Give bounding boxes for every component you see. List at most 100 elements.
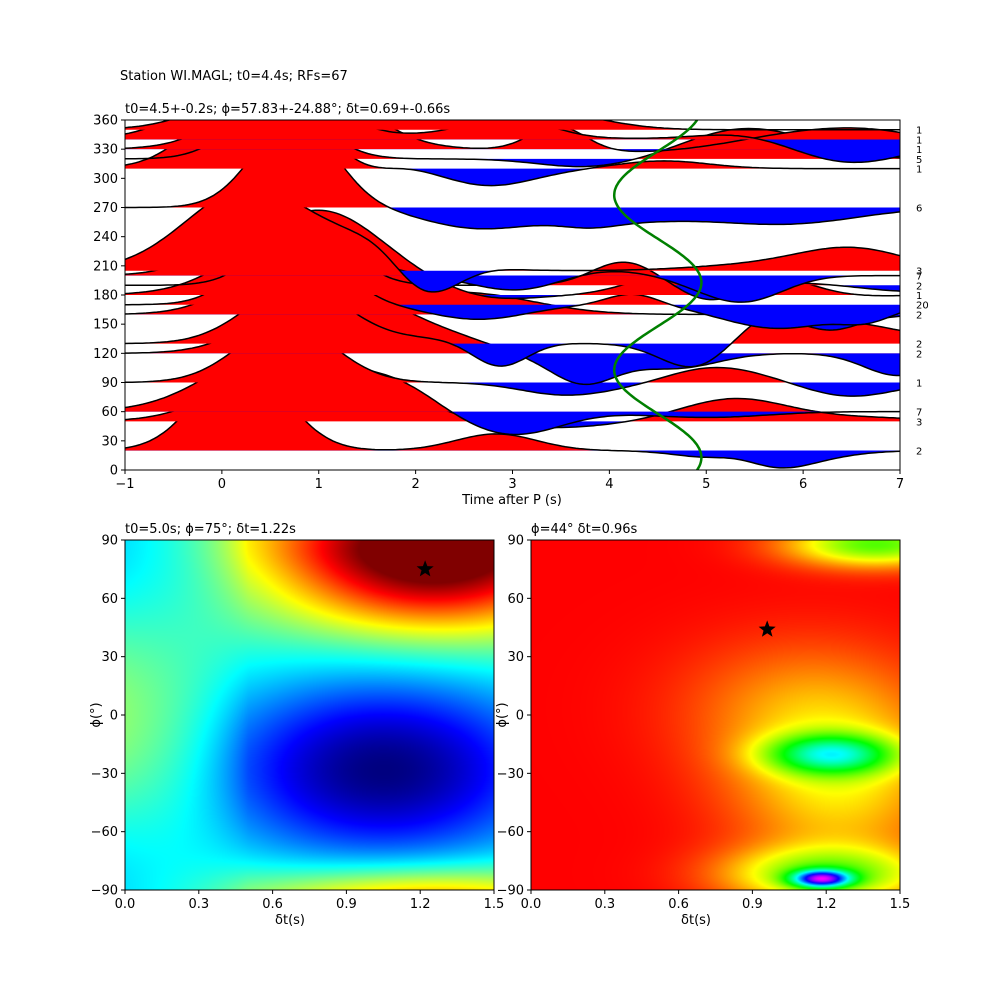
rf-y-tick-label: 270 — [93, 201, 118, 216]
right-y-tick-label: −60 — [497, 825, 524, 840]
rf-bin-count: 2 — [916, 281, 922, 292]
fit-curve-group — [612, 120, 703, 470]
rf-x-tick-label: 6 — [799, 477, 807, 492]
rf-negative-fill — [125, 168, 900, 186]
rf-y-tick-label: 150 — [93, 318, 118, 333]
rf-negative-fill — [125, 158, 900, 167]
left-y-tick-label: −90 — [91, 884, 118, 899]
rf-x-tick-label: 3 — [508, 477, 516, 492]
fit-curve — [612, 120, 703, 470]
right-y-tick-label: −90 — [497, 884, 524, 899]
rf-bin-count: 3 — [916, 417, 922, 428]
rf-bin-count: 2 — [916, 310, 922, 321]
left-y-tick-label: 60 — [101, 592, 118, 607]
rf-y-tick-label: 330 — [93, 143, 118, 158]
rf-x-tick-label: −1 — [115, 477, 134, 492]
rf-x-tick-label: 2 — [411, 477, 419, 492]
rf-bin-count: 1 — [916, 291, 922, 302]
right-x-tick-label: 1.2 — [816, 897, 837, 912]
rf-negative-fill — [125, 295, 900, 299]
right-y-tick-label: −30 — [497, 767, 524, 782]
rf-y-tick-label: 120 — [93, 347, 118, 362]
left-best-star — [416, 560, 434, 577]
rf-bin-count: 1 — [916, 165, 922, 176]
rf-x-tick-label: 5 — [702, 477, 710, 492]
rf-bin-count: 5 — [916, 155, 922, 166]
rf-y-tick-label: 210 — [93, 259, 118, 274]
left-x-tick-label: 0.0 — [115, 897, 136, 912]
rf-positive-fill — [125, 120, 900, 130]
rf-bin-count: 1 — [916, 126, 922, 137]
rf-negative-fill — [125, 450, 900, 468]
figure-suptitle: Station WI.MAGL; t0=4.4s; RFs=67 — [120, 69, 348, 84]
left-y-tick-label: −30 — [91, 767, 118, 782]
left-map-title: t0=5.0s; ϕ=75°; δt=1.22s — [125, 522, 296, 537]
right-y-tick-label: 30 — [507, 650, 524, 665]
rf-bin-count: 7 — [916, 272, 922, 283]
right-y-axis-label: ϕ(°) — [495, 702, 510, 727]
rf-x-ticks: −1 0 1 2 3 4 5 6 7 — [115, 470, 904, 492]
rf-bin-count: 1 — [916, 145, 922, 156]
rf-bin-count: 6 — [916, 204, 922, 215]
right-y-tick-label: 60 — [507, 592, 524, 607]
left-y-axis-label: ϕ(°) — [89, 702, 104, 727]
rf-y-tick-label: 240 — [93, 230, 118, 245]
rf-trace-line — [125, 120, 900, 153]
rf-bin-count: 20 — [916, 301, 929, 312]
rf-y-tick-label: 180 — [93, 289, 118, 304]
right-y-ticks: 90 60 30 0 −30 −60 −90 — [497, 534, 531, 899]
rf-x-tick-label: 4 — [605, 477, 613, 492]
energy-map-right: ϕ=44° δt=0.96s 0.0 0.3 0.6 0.9 1.2 1.5 90 60 30… — [495, 522, 910, 928]
right-x-tick-label: 0.6 — [668, 897, 689, 912]
rf-y-tick-label: 0 — [110, 464, 118, 479]
right-x-tick-label: 0.0 — [521, 897, 542, 912]
rf-negative-fill — [125, 343, 900, 367]
right-y-tick-label: 90 — [507, 534, 524, 549]
right-y-tick-label: 0 — [516, 709, 524, 724]
rf-negative-fill — [125, 139, 900, 163]
rf-negative-fill — [125, 304, 900, 329]
right-x-axis-label: δt(s) — [681, 913, 711, 928]
right-x-tick-label: 0.9 — [742, 897, 763, 912]
rf-x-axis-label: Time after P (s) — [461, 493, 562, 508]
receiver-function-panel: t0=4.5+-0.2s; ϕ=57.83+-24.88°; δt=0.69+-… — [93, 102, 929, 508]
rf-y-tick-label: 30 — [101, 434, 118, 449]
rf-negative-fill — [125, 275, 900, 303]
left-x-tick-label: 0.6 — [262, 897, 283, 912]
rf-negative-fill — [125, 207, 900, 229]
left-x-tick-label: 0.3 — [188, 897, 209, 912]
rf-y-tick-label: 90 — [101, 376, 118, 391]
rf-negative-fill — [125, 382, 900, 397]
left-y-ticks: 90 60 30 0 −30 −60 −90 — [91, 534, 125, 899]
rf-x-tick-label: 7 — [896, 477, 904, 492]
rf-bin-count: 7 — [916, 408, 922, 419]
right-heatmap-canvas — [531, 540, 900, 890]
rf-bin-count: 2 — [916, 340, 922, 351]
rf-panel-title: t0=4.5+-0.2s; ϕ=57.83+-24.88°; δt=0.69+-… — [125, 102, 450, 117]
rf-bin-count: 2 — [916, 349, 922, 360]
left-x-tick-label: 1.5 — [484, 897, 505, 912]
right-map-title: ϕ=44° δt=0.96s — [531, 522, 638, 537]
right-best-star — [758, 620, 776, 637]
rf-bin-count: 2 — [916, 447, 922, 458]
rf-bin-count: 1 — [916, 135, 922, 146]
right-x-ticks: 0.0 0.3 0.6 0.9 1.2 1.5 — [521, 890, 911, 912]
rf-x-tick-label: 0 — [218, 477, 226, 492]
rf-trace-line — [125, 120, 900, 131]
rf-traces — [125, 120, 900, 469]
rf-y-tick-label: 360 — [93, 114, 118, 129]
left-y-tick-label: 0 — [110, 709, 118, 724]
left-x-axis-label: δt(s) — [275, 913, 305, 928]
rf-y-ticks: 0 30 60 90 120 150 180 210 240 270 300 330 360 — [93, 114, 125, 479]
right-x-tick-label: 0.3 — [594, 897, 615, 912]
best-fit-star — [416, 560, 434, 577]
left-heatmap-canvas — [125, 540, 494, 890]
right-x-tick-label: 1.5 — [890, 897, 911, 912]
best-fit-star — [758, 620, 776, 637]
rf-positive-fill — [125, 187, 900, 271]
rf-bin-count: 3 — [916, 267, 922, 278]
left-x-tick-label: 0.9 — [336, 897, 357, 912]
